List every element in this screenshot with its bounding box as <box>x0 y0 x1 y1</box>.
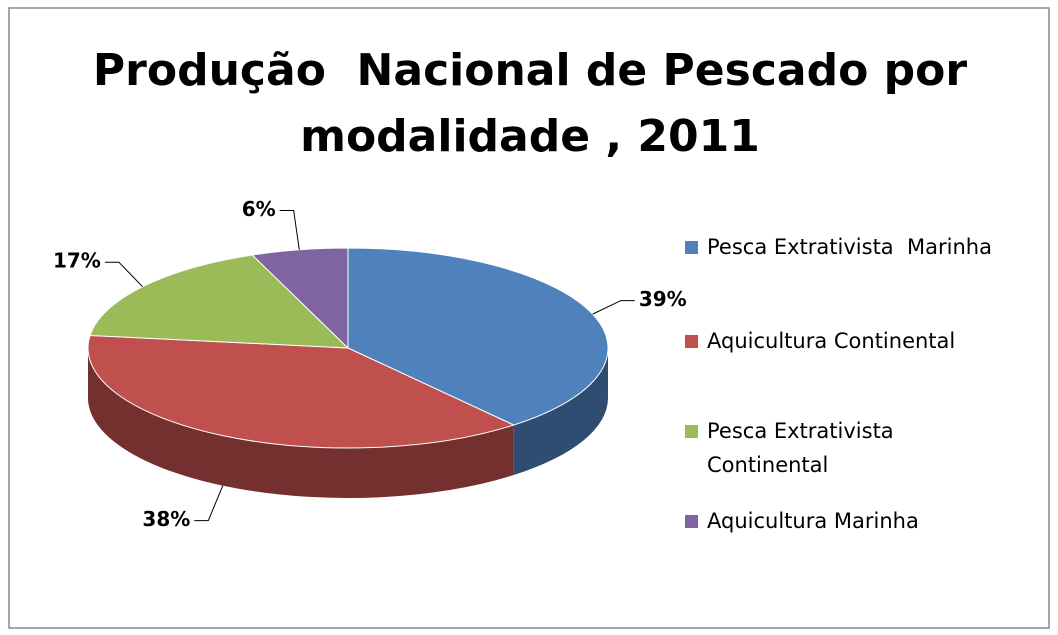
data-label: 17% <box>53 249 101 273</box>
pie-slice <box>347 247 609 426</box>
legend-item: Pesca Extrativista Marinha <box>685 230 1015 264</box>
legend-label: Pesca Extrativista Marinha <box>707 235 992 259</box>
legend-item: Aquicultura Continental <box>685 324 1015 358</box>
legend-label: Aquicultura Continental <box>707 329 956 353</box>
leader-line <box>194 485 224 522</box>
legend-swatch <box>685 335 698 348</box>
data-label: 38% <box>142 507 190 531</box>
chart-title: Produção Nacional de Pescado por modalid… <box>92 45 968 162</box>
legend-label: Pesca Extrativista Continental <box>707 419 901 477</box>
legend-swatch <box>685 425 698 438</box>
legend-swatch <box>685 515 698 528</box>
leader-line <box>279 209 300 250</box>
data-label: 6% <box>242 197 276 221</box>
slice-side <box>513 348 608 476</box>
leader-line <box>592 300 635 315</box>
pie-slice <box>87 334 516 449</box>
leader-line <box>104 261 143 288</box>
data-label: 39% <box>639 287 687 311</box>
legend-item: Aquicultura Marinha <box>685 504 1015 538</box>
legend-item: Pesca Extrativista Continental <box>685 414 1015 482</box>
slice-side <box>88 348 514 498</box>
legend-swatch <box>685 241 698 254</box>
pie-slice <box>89 254 350 349</box>
legend-label: Aquicultura Marinha <box>707 509 919 533</box>
